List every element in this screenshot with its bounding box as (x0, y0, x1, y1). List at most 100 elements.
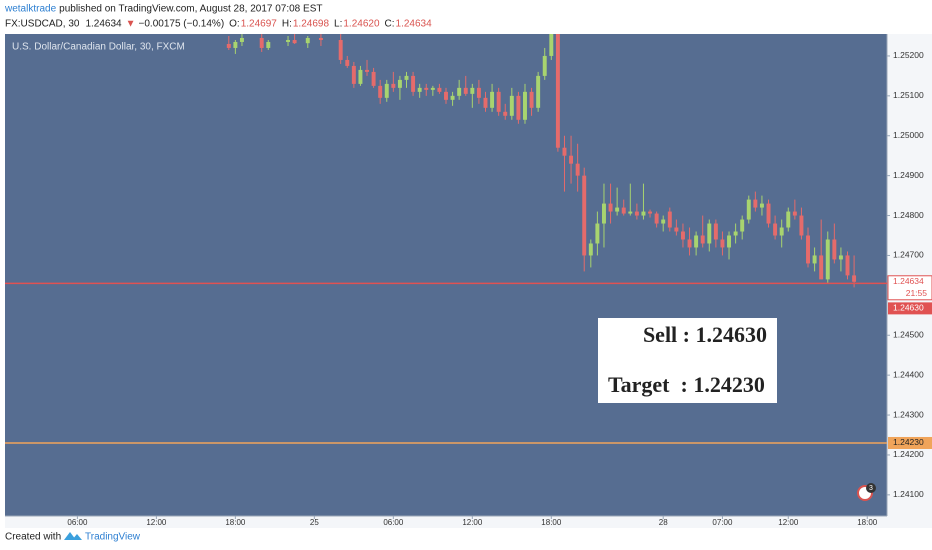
candle-body (239, 37, 244, 42)
candle-body (378, 85, 383, 98)
candle-body (819, 255, 824, 280)
published: published on TradingView.com, August 28,… (59, 4, 322, 15)
candle-body (437, 87, 442, 92)
candle-body (338, 39, 343, 60)
candle-body (582, 175, 587, 256)
candle-body (555, 34, 560, 148)
candle-body (713, 223, 718, 240)
chart-title: U.S. Dollar/Canadian Dollar, 30, FXCM (12, 42, 185, 53)
level-label: 1.24630 (893, 303, 924, 313)
symbol: FX:USDCAD, 30 (5, 19, 80, 30)
candle-body (740, 219, 745, 232)
x-tick-label: 07:00 (712, 518, 733, 527)
candle-body (832, 239, 837, 260)
candle-body (404, 75, 409, 80)
candle-body (852, 275, 857, 282)
y-tick-label: 1.24500 (893, 330, 924, 340)
y-tick-label: 1.24100 (893, 489, 924, 499)
annotation-box (598, 318, 777, 403)
candle-body (266, 41, 271, 48)
direction: ▼ (126, 19, 136, 30)
candle-body (549, 34, 554, 56)
candle-body (358, 69, 363, 84)
candle-body (661, 219, 666, 224)
last-price-tag (887, 275, 932, 301)
candle-body (608, 203, 613, 212)
x-tick-label: 18:00 (857, 518, 878, 527)
candle-body (259, 37, 264, 48)
footer-brand[interactable]: TradingView (85, 532, 141, 543)
target-note: Target : 1.24230 (608, 372, 765, 397)
candle-body (233, 41, 238, 48)
candle-body (674, 227, 679, 232)
candle-body (792, 211, 797, 216)
price-axis (887, 34, 932, 516)
candle-body (562, 147, 567, 156)
candle-body (694, 235, 699, 248)
ohlc-value: 1.24634 (396, 19, 433, 30)
candle-body (700, 235, 705, 244)
candle-body (476, 87, 481, 98)
candle-body (628, 211, 633, 214)
x-tick-label: 18:00 (541, 518, 562, 527)
candle-body (371, 71, 376, 86)
candle-body (490, 91, 495, 108)
badge-count-bg (866, 483, 876, 493)
candle-body (569, 155, 574, 164)
countdown: 21:55 (906, 288, 928, 298)
candle-body (318, 37, 323, 40)
candle-body (384, 83, 389, 98)
candle-body (727, 235, 732, 248)
candle-body (838, 255, 843, 260)
author[interactable]: wetalktrade (4, 4, 57, 15)
ohlc-key: C: (385, 19, 395, 30)
candle-body (746, 199, 751, 220)
candle-body (648, 211, 653, 214)
candle-body (779, 227, 784, 236)
candle-body (345, 59, 350, 66)
candle-body (806, 235, 810, 264)
x-tick-label: 12:00 (462, 518, 483, 527)
candle-body (687, 239, 692, 248)
x-tick-label: 06:00 (383, 518, 404, 527)
candle-body (529, 91, 534, 108)
sell-note: Sell : 1.24630 (643, 322, 767, 347)
candle-body (351, 65, 356, 84)
change: −0.00175 (−0.14%) (139, 19, 225, 30)
badge-count: 3 (869, 485, 873, 492)
candle-body (575, 163, 580, 176)
candle-body (773, 223, 778, 236)
candle-body (523, 91, 527, 120)
ohlc-key: H: (282, 19, 292, 30)
plot-bg (5, 34, 887, 516)
candle-body (365, 69, 369, 72)
candle-body (588, 243, 593, 256)
candle-body (601, 203, 606, 224)
candle-body (654, 213, 659, 224)
candle-body (753, 199, 758, 208)
x-tick-label: 12:00 (146, 518, 167, 527)
x-tick-label: 28 (659, 518, 668, 527)
time-axis (5, 516, 932, 528)
x-tick-label: 12:00 (778, 518, 799, 527)
candle-body (845, 255, 850, 276)
candle-body (641, 211, 646, 216)
candle-body (496, 91, 501, 112)
candle-body (799, 215, 804, 236)
level-tag (888, 436, 932, 449)
candle-body (542, 55, 547, 76)
candle-body (516, 95, 521, 120)
x-tick-label: 18:00 (225, 518, 246, 527)
candle-body (707, 223, 712, 244)
candles (226, 34, 857, 288)
y-tick-label: 1.24400 (893, 369, 924, 379)
y-tick-label: 1.24300 (893, 409, 924, 419)
candle-body (430, 87, 435, 90)
candle-body (812, 255, 817, 264)
level-tag (888, 302, 932, 315)
candle-body (595, 223, 600, 244)
y-tick-label: 1.24200 (893, 449, 924, 459)
y-tick-label: 1.24700 (893, 250, 924, 260)
candle-body (766, 203, 771, 224)
